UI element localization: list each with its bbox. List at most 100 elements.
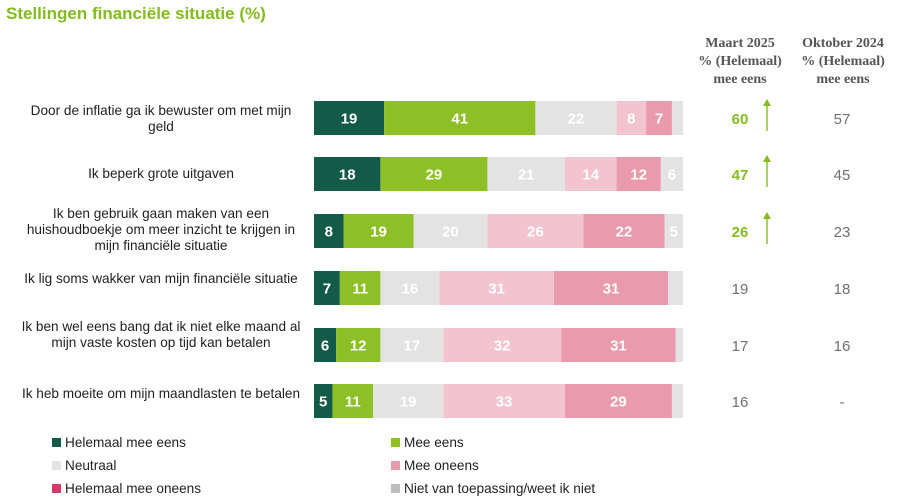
legend-item: Helemaal mee eens — [52, 435, 186, 451]
legend-swatch — [391, 484, 400, 493]
legend-item: Mee eens — [391, 435, 464, 451]
bar-segment — [660, 157, 683, 191]
bar-value-label: 19 — [341, 111, 358, 128]
previous-period-header: Oktober 2024 % (Helemaal) mee eens — [788, 35, 898, 89]
bar-segment — [439, 271, 554, 305]
bar-segment — [564, 384, 672, 418]
bar-segment — [314, 328, 337, 362]
current-value: 16 — [732, 394, 749, 411]
bar-segment — [380, 157, 488, 191]
bar-value-label: 14 — [582, 167, 599, 184]
previous-value: 45 — [834, 167, 851, 184]
bar-segment — [314, 157, 381, 191]
bar-value-label: 8 — [325, 224, 333, 241]
bar-segment — [373, 384, 444, 418]
legend-item: Helemaal mee oneens — [52, 481, 201, 497]
statement-label: Ik ben gebruik gaan maken van een huisho… — [26, 206, 296, 253]
statement-label: Ik heb moeite om mijn maandlasten te bet… — [21, 386, 301, 401]
bar-segment — [314, 271, 340, 305]
bar-value-label: 33 — [496, 394, 513, 411]
bar-segment — [314, 101, 385, 135]
bar-value-label: 11 — [345, 394, 361, 411]
bar-segment — [487, 157, 565, 191]
bar-value-label: 21 — [518, 167, 535, 184]
current-period-header-line: mee eens — [713, 72, 767, 87]
bar-segment — [535, 101, 617, 135]
bar-value-label: 19 — [400, 394, 417, 411]
bar-segment — [487, 214, 584, 248]
current-value: 60 — [732, 111, 749, 128]
bar-segment — [413, 214, 488, 248]
bar-segment — [380, 271, 440, 305]
legend-swatch — [52, 438, 61, 447]
chart-title: Stellingen financiële situatie (%) — [6, 4, 266, 23]
bar-value-label: 8 — [627, 111, 635, 128]
bar-value-label: 12 — [630, 167, 647, 184]
bar-value-label: 31 — [610, 338, 627, 355]
bar-segment — [314, 214, 344, 248]
bar-segment — [646, 101, 672, 135]
bar-value-label: 19 — [370, 224, 387, 241]
bar-value-label: 22 — [568, 111, 585, 128]
bar-value-label: 6 — [321, 338, 329, 355]
current-period-header: Maart 2025 % (Helemaal) mee eens — [685, 35, 795, 89]
bar-segment — [332, 384, 374, 418]
bar-value-label: 7 — [323, 281, 331, 298]
bar-value-label: 20 — [442, 224, 459, 241]
bar-value-label: 6 — [668, 167, 676, 184]
current-period-header-line: % (Helemaal) — [698, 54, 782, 69]
bar-value-label: 5 — [670, 224, 678, 241]
statement-label: Ik beperk grote uitgaven — [88, 166, 234, 181]
increase-arrowhead-icon — [763, 155, 771, 162]
previous-value: 16 — [834, 338, 851, 355]
previous-value: 18 — [834, 281, 851, 298]
bar-value-label: 17 — [403, 338, 420, 355]
legend-swatch — [391, 438, 400, 447]
legend-item: Neutraal — [52, 458, 116, 474]
legend-item: Mee oneens — [391, 458, 479, 474]
current-period-header-line: Maart 2025 — [705, 36, 775, 51]
legend-swatch — [391, 461, 400, 470]
current-value: 19 — [732, 281, 749, 298]
bar-value-label: 29 — [610, 394, 627, 411]
previous-value: 23 — [834, 224, 851, 241]
bar-segment — [671, 101, 683, 135]
current-value: 47 — [732, 167, 749, 184]
legend-swatch — [52, 461, 61, 470]
previous-value: 57 — [834, 111, 851, 128]
legend-label: Helemaal mee oneens — [65, 481, 202, 496]
bar-value-label: 22 — [616, 224, 633, 241]
bar-segment — [616, 157, 661, 191]
bar-value-label: 12 — [350, 338, 367, 355]
bar-segment — [553, 271, 669, 305]
bar-value-label: 29 — [426, 167, 443, 184]
legend-label: Niet van toepassing/weet ik niet — [404, 481, 596, 496]
increase-arrowhead-icon — [763, 212, 771, 219]
previous-period-header-line: Oktober 2024 — [802, 36, 884, 51]
bar-segment — [343, 214, 414, 248]
bar-segment — [443, 328, 562, 362]
bar-value-label: 7 — [655, 111, 663, 128]
statement-label: Ik lig soms wakker van mijn financiële s… — [24, 271, 298, 286]
statement-label: Ik ben wel eens bang dat ik niet elke ma… — [21, 319, 301, 350]
bar-segment — [671, 384, 683, 418]
bar-value-label: 18 — [339, 167, 356, 184]
legend-label: Neutraal — [65, 458, 117, 473]
bar-segment — [561, 328, 676, 362]
previous-period-header-line: % (Helemaal) — [801, 54, 885, 69]
bar-segment — [583, 214, 665, 248]
bar-segment — [664, 214, 683, 248]
bar-segment — [616, 101, 647, 135]
bar-value-label: 31 — [488, 281, 505, 298]
legend-label: Mee eens — [404, 435, 464, 450]
legend-label: Helemaal mee eens — [65, 435, 186, 450]
current-value: 17 — [732, 338, 749, 355]
bar-value-label: 32 — [494, 338, 511, 355]
legend-swatch — [52, 484, 61, 493]
current-value: 26 — [732, 224, 749, 241]
bar-value-label: 31 — [603, 281, 620, 298]
bar-segment — [384, 101, 536, 135]
bar-segment — [336, 328, 381, 362]
previous-value: - — [840, 394, 845, 411]
bar-segment — [443, 384, 565, 418]
